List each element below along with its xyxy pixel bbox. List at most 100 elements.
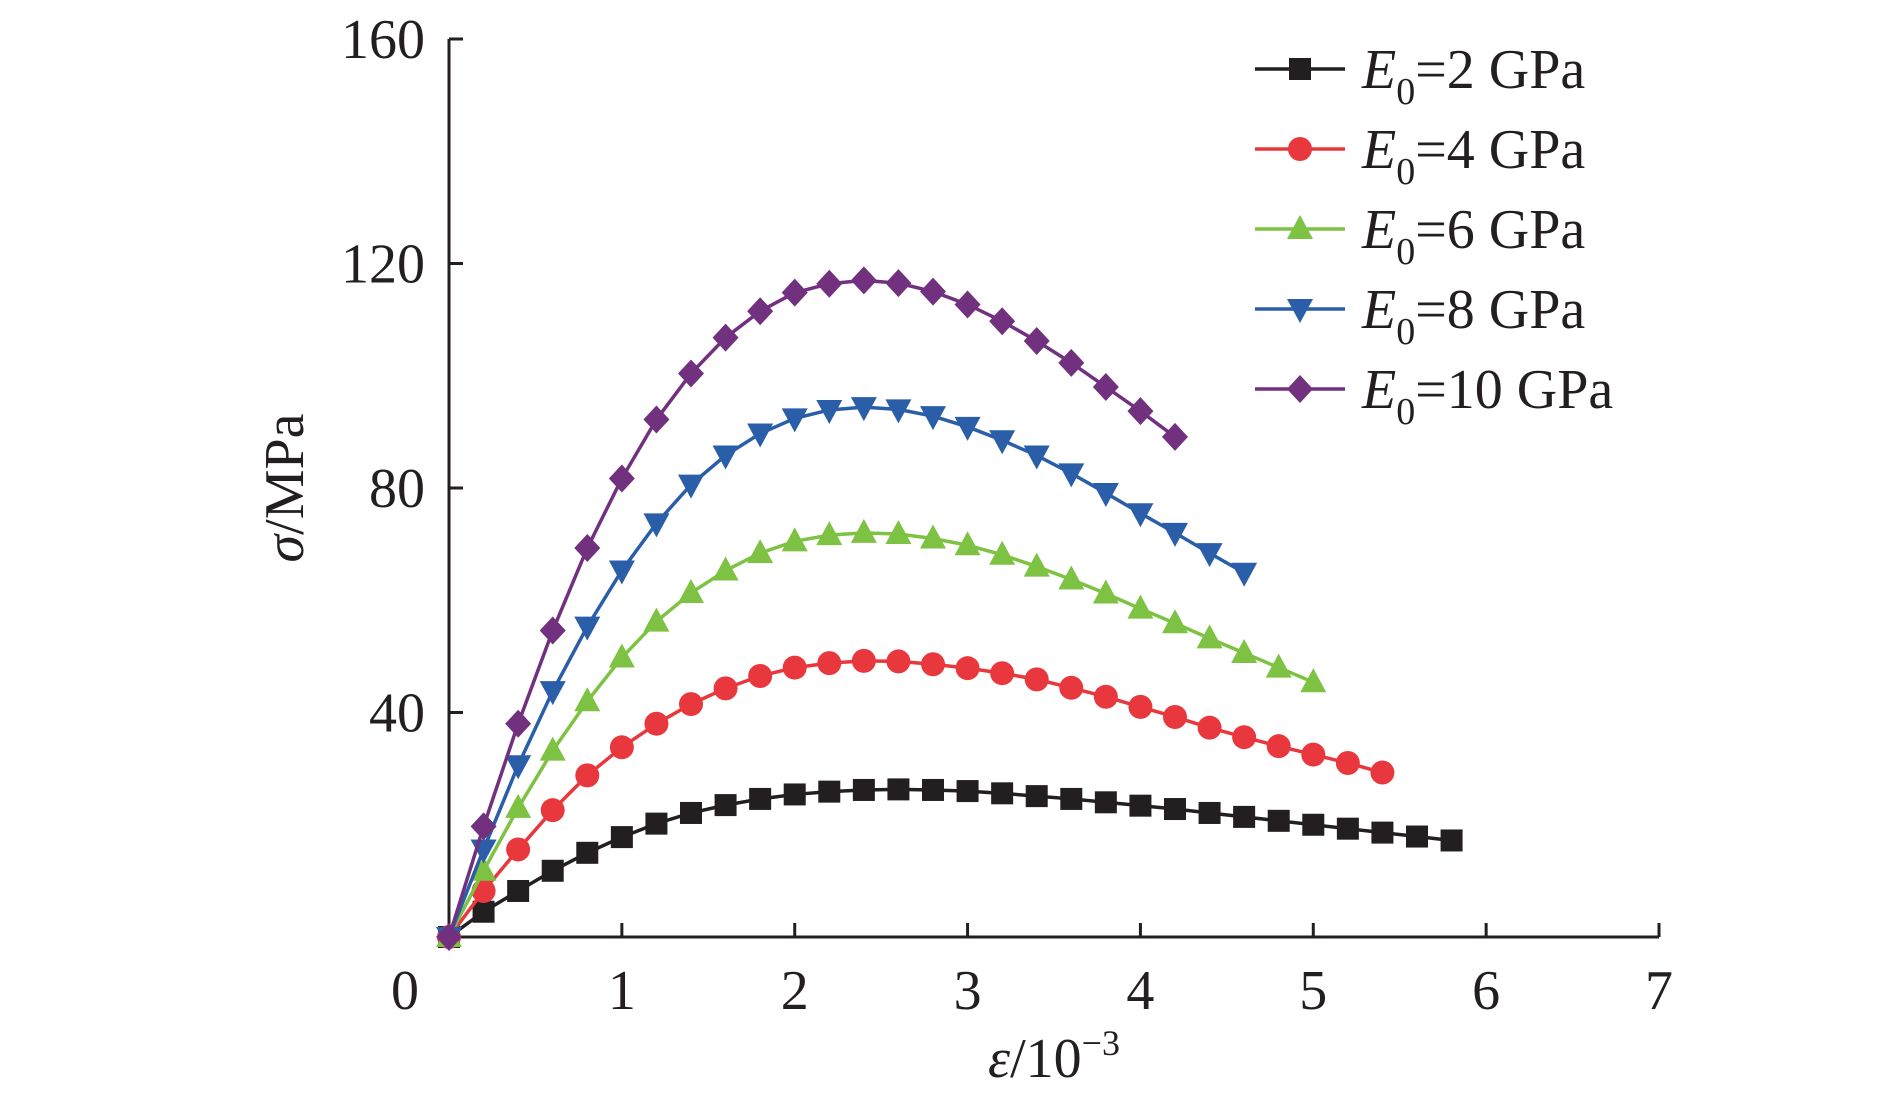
data-point-diamond — [1287, 375, 1313, 403]
data-point-circle — [1128, 694, 1153, 719]
data-point-circle — [1335, 751, 1360, 776]
data-point-triangle-up — [678, 578, 704, 603]
data-point-square — [1164, 798, 1186, 821]
data-point-diamond — [885, 269, 912, 298]
series-line — [447, 531, 1314, 938]
data-point-triangle-up — [505, 793, 532, 818]
data-point-circle — [1301, 742, 1326, 767]
data-point-square — [1289, 58, 1311, 80]
data-point-triangle-up — [781, 527, 808, 552]
data-point-diamond — [850, 266, 877, 295]
data-point-triangle-down — [574, 616, 601, 641]
data-point-circle — [851, 648, 876, 673]
data-point-square — [541, 859, 564, 882]
x-tick-label: 6 — [1472, 960, 1500, 1022]
data-point-circle — [1266, 734, 1291, 759]
series-1 — [438, 778, 1463, 948]
data-point-diamond — [954, 290, 981, 319]
data-point-triangle-down — [1023, 445, 1050, 470]
data-point-triangle-down — [678, 474, 704, 499]
data-point-triangle-up — [954, 531, 981, 556]
series-line — [447, 659, 1383, 939]
data-point-diamond — [1058, 348, 1085, 377]
data-point-circle — [506, 837, 531, 862]
x-tick-label: 7 — [1645, 960, 1673, 1022]
data-point-square — [1198, 801, 1221, 824]
plot-area — [436, 266, 1463, 951]
series-line — [447, 787, 1452, 939]
data-point-circle — [886, 649, 911, 674]
data-point-triangle-down — [1162, 522, 1188, 547]
legend-item-4: E0=8 GPa — [1255, 279, 1585, 353]
x-axis-title: ε/10−3 — [988, 1023, 1120, 1090]
y-tick-label: 40 — [369, 683, 425, 745]
data-point-triangle-down — [1092, 483, 1119, 508]
data-point-circle — [679, 692, 703, 717]
legend-label: E0=8 GPa — [1361, 279, 1585, 353]
data-point-square — [680, 801, 702, 824]
data-point-diamond — [574, 534, 601, 563]
data-point-triangle-up — [885, 520, 912, 545]
data-point-circle — [1232, 725, 1257, 750]
data-point-triangle-up — [747, 539, 774, 564]
data-point-triangle-up — [574, 687, 601, 712]
data-point-triangle-down — [1127, 503, 1154, 528]
data-point-circle — [748, 664, 773, 689]
y-tick-label: 120 — [341, 234, 425, 296]
data-point-triangle-up — [1092, 579, 1119, 604]
data-point-circle — [1163, 704, 1187, 729]
data-point-triangle-down — [989, 430, 1016, 455]
data-point-diamond — [608, 464, 635, 493]
data-point-circle — [1093, 684, 1118, 709]
data-point-triangle-down — [954, 416, 981, 441]
data-point-triangle-down — [1196, 543, 1223, 568]
series-line — [447, 278, 1177, 938]
data-point-square — [991, 782, 1014, 805]
y-tick-label: 80 — [369, 458, 425, 520]
data-point-circle — [644, 711, 669, 736]
data-point-square — [714, 794, 737, 817]
data-point-diamond — [781, 278, 808, 307]
data-point-triangle-up — [1058, 565, 1085, 590]
data-point-diamond — [920, 277, 946, 306]
data-point-diamond — [1162, 422, 1188, 451]
data-point-circle — [817, 651, 842, 676]
data-point-circle — [1370, 760, 1395, 785]
data-point-circle — [609, 735, 634, 760]
series-5 — [436, 266, 1188, 951]
data-point-triangle-down — [850, 397, 877, 422]
data-point-square — [1129, 794, 1152, 817]
data-point-triangle-down — [747, 423, 774, 448]
data-point-triangle-up — [816, 521, 843, 546]
data-point-circle — [575, 763, 600, 788]
data-point-diamond — [747, 297, 774, 326]
data-point-triangle-down — [643, 513, 670, 538]
data-point-square — [1336, 817, 1359, 840]
data-point-triangle-down — [712, 445, 739, 470]
legend-item-5: E0=10 GPa — [1255, 359, 1613, 433]
y-tick-label: 160 — [341, 9, 425, 71]
legend-item-1: E0=2 GPa — [1255, 39, 1585, 113]
data-point-diamond — [1023, 326, 1050, 355]
data-point-triangle-down — [920, 406, 946, 431]
data-point-diamond — [989, 307, 1016, 336]
data-point-square — [1440, 829, 1463, 852]
data-point-square — [1406, 825, 1428, 848]
data-point-circle — [990, 661, 1015, 686]
legend-label: E0=2 GPa — [1361, 39, 1585, 113]
data-point-triangle-up — [712, 556, 739, 581]
data-point-circle — [471, 878, 496, 903]
data-point-triangle-down — [539, 681, 566, 706]
data-point-triangle-down — [1287, 299, 1313, 323]
x-tick-label: 2 — [781, 960, 809, 1022]
data-point-square — [1233, 805, 1256, 828]
data-point-square — [956, 780, 979, 803]
data-point-square — [1025, 785, 1048, 808]
data-point-square — [783, 783, 806, 806]
data-point-triangle-up — [1196, 624, 1223, 649]
data-point-square — [610, 826, 633, 849]
data-point-diamond — [436, 923, 462, 951]
data-point-circle — [540, 798, 565, 823]
data-point-diamond — [539, 616, 566, 645]
